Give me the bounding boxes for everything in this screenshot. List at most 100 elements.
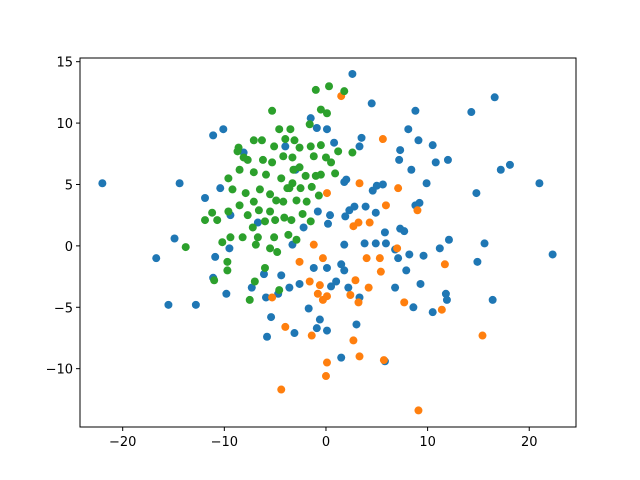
point [201,193,210,202]
point [337,260,346,269]
point [226,233,235,242]
point [270,142,279,151]
point [285,283,294,292]
point [299,223,308,232]
point [235,201,244,210]
point [245,295,254,304]
point [318,254,327,263]
point [444,235,453,244]
point [467,108,476,117]
point [381,201,390,210]
point [210,276,219,285]
point [255,185,264,194]
point [322,109,331,118]
point [394,184,403,193]
point [365,218,374,227]
point [228,185,237,194]
point [235,165,244,174]
x-tick-label: −20 [109,435,136,450]
point [315,281,324,290]
point [360,239,369,248]
point [330,138,339,147]
point [442,295,451,304]
point [378,135,387,144]
point [324,219,332,228]
point [414,406,423,415]
point [251,240,260,249]
point [368,186,377,195]
point [318,295,327,304]
point [301,171,310,180]
point [505,160,514,169]
point [316,105,325,114]
point [290,329,299,338]
point [287,216,296,225]
point [355,179,364,188]
point [357,133,366,142]
point [428,308,437,317]
point [349,336,358,345]
point [259,270,268,279]
point [411,106,420,115]
point [441,289,450,298]
point [394,254,403,263]
point [250,277,259,286]
point [480,239,489,248]
point [268,293,277,302]
point [322,263,331,272]
point [340,87,349,96]
point [331,169,340,178]
point [443,155,452,164]
point [322,189,331,198]
point [362,254,371,263]
point [327,282,336,291]
point [249,197,258,206]
point [309,240,318,249]
point [395,155,404,164]
point [344,283,353,292]
point [253,218,262,227]
point [400,298,409,307]
point [247,283,256,292]
point [260,263,269,272]
point [295,143,304,152]
point [375,254,384,263]
point [224,174,233,183]
point [281,135,290,144]
point [321,153,330,162]
point [354,218,363,227]
point [355,352,364,361]
point [352,320,361,329]
point [302,197,311,206]
point [396,224,405,233]
point [225,244,234,253]
point [305,277,314,286]
point [98,179,107,188]
point [248,223,257,232]
point [315,315,324,324]
y-tick-label: 5 [65,178,73,193]
point [249,168,258,177]
point [241,189,250,198]
point [350,202,359,211]
x-tick-label: 20 [521,435,538,450]
point [309,263,318,272]
point [239,153,248,162]
point [279,197,288,206]
point [295,257,304,266]
point [306,114,315,123]
point [312,324,321,333]
point [306,142,315,151]
point [316,141,325,150]
point [279,152,288,161]
point [322,125,331,134]
point [435,244,444,253]
point [548,250,557,259]
point [223,257,232,266]
x-tick-label: 0 [322,435,330,450]
point [262,293,270,302]
point [535,179,544,188]
point [496,165,505,174]
point [422,179,431,188]
